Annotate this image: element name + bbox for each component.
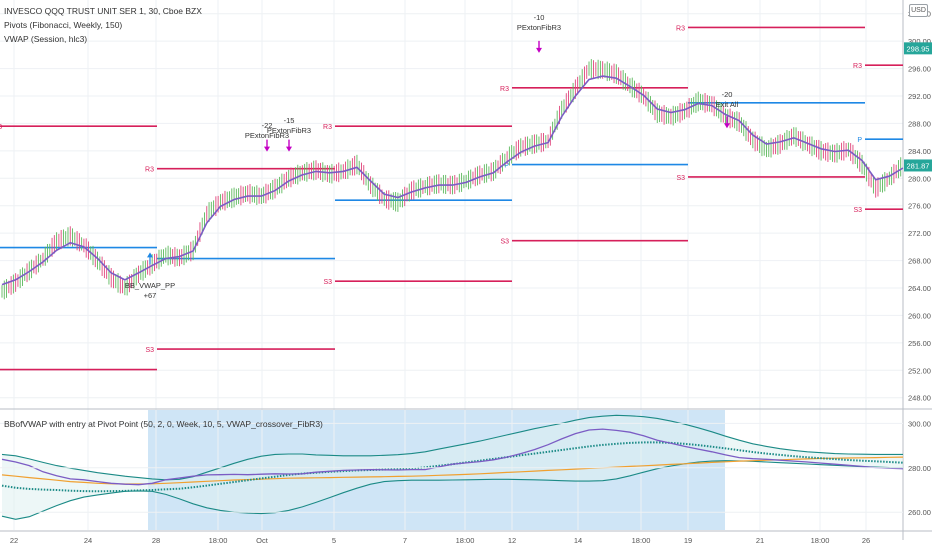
pivot-level-label: R3: [676, 25, 685, 32]
time-axis-tick: 28: [152, 536, 160, 545]
pivots-indicator-label[interactable]: Pivots (Fibonacci, Weekly, 150): [4, 20, 123, 30]
pivot-level-label: S3: [676, 175, 685, 182]
signal-arrow-head: [264, 146, 270, 152]
price-tag: [904, 159, 932, 172]
indicator-axis-tick: 260.00: [908, 508, 931, 517]
time-axis-tick: 18:00: [811, 536, 830, 545]
pivot-level-label: P: [857, 137, 862, 144]
time-axis-tick: 22: [10, 536, 18, 545]
currency-badge[interactable]: USD: [909, 4, 928, 17]
price-axis-tick: 248.00: [908, 394, 931, 403]
pivot-level-label: S3: [853, 207, 862, 214]
signal-label-name: PExtonFibR3: [517, 23, 561, 32]
price-axis-tick: 268.00: [908, 257, 931, 266]
signal-label: -10: [534, 13, 545, 22]
bbofvwap-indicator-label[interactable]: BBofVWAP with entry at Pivot Point (50, …: [4, 419, 323, 429]
price-axis-tick: 280.00: [908, 174, 931, 183]
price-axis-tick: 300.00: [908, 37, 931, 46]
signal-label-name: Exit All: [716, 100, 739, 109]
signal-label-name: PExtonFibR3: [267, 126, 311, 135]
time-axis-tick: 19: [684, 536, 692, 545]
signal-arrow-head: [147, 252, 153, 258]
bb-upper-band: [1, 414, 903, 481]
pivot-level-label: S3: [323, 279, 332, 286]
signal-label: -22: [262, 121, 273, 130]
price-tag: [904, 42, 932, 55]
price-axis-tick: 296.00: [908, 65, 931, 74]
price-axis-tick: 256.00: [908, 339, 931, 348]
time-axis-tick: 14: [574, 536, 582, 545]
time-axis-tick: 21: [756, 536, 764, 545]
price-axis-tick: 288.00: [908, 119, 931, 128]
indicator-vwap-line: [1, 428, 904, 486]
signal-arrow-head: [536, 47, 542, 53]
signal-label: BB_VWAP_PP: [125, 281, 175, 290]
chart-title: INVESCO QQQ TRUST UNIT SER 1, 30, Cboe B…: [4, 6, 202, 16]
pivot-level-label: R3: [145, 167, 154, 174]
indicator-axis-tick: 280.00: [908, 464, 931, 473]
price-axis-tick: 276.00: [908, 202, 931, 211]
time-axis-tick: 18:00: [209, 536, 228, 545]
time-axis-tick: 5: [332, 536, 336, 545]
time-axis-tick: 18:00: [456, 536, 475, 545]
price-axis-tick: 272.00: [908, 229, 931, 238]
signal-label: -15: [284, 116, 295, 125]
price-tag-value: 281.87: [907, 161, 930, 170]
indicator-axis-tick: 300.00: [908, 419, 931, 428]
time-axis-tick: 24: [84, 536, 92, 545]
price-axis-tick: 260.00: [908, 311, 931, 320]
time-axis-tick: 12: [508, 536, 516, 545]
time-axis-tick: 7: [403, 536, 407, 545]
price-axis-tick: 252.00: [908, 366, 931, 375]
pivot-level-label: S3: [145, 347, 154, 354]
time-axis-tick: 18:00: [632, 536, 651, 545]
time-axis-tick: Oct: [256, 536, 269, 545]
pivot-level-label: R3: [853, 63, 862, 70]
pivot-level-label: S3: [500, 239, 509, 246]
pivot-level-label: R3: [0, 124, 2, 131]
time-axis-tick: 26: [862, 536, 870, 545]
signal-label-name: PExtonFibR3: [245, 131, 289, 140]
price-axis-tick: 264.00: [908, 284, 931, 293]
vwap-indicator-label[interactable]: VWAP (Session, hlc3): [4, 34, 88, 44]
price-axis-tick: 292.00: [908, 92, 931, 101]
signal-label: -20: [722, 90, 733, 99]
pivot-level-label: R3: [500, 86, 509, 93]
signal-arrow-head: [286, 146, 292, 152]
price-tag-value: 298.95: [907, 44, 930, 53]
pivot-level-label: P: [504, 163, 509, 170]
pivot-level-label: R3: [323, 124, 332, 131]
signal-label-name: +67: [144, 291, 157, 300]
price-axis-tick: 284.00: [908, 147, 931, 156]
signal-arrow-head: [724, 123, 730, 129]
bb-basis-line: [1, 441, 904, 493]
vwap-line: [1, 75, 904, 286]
